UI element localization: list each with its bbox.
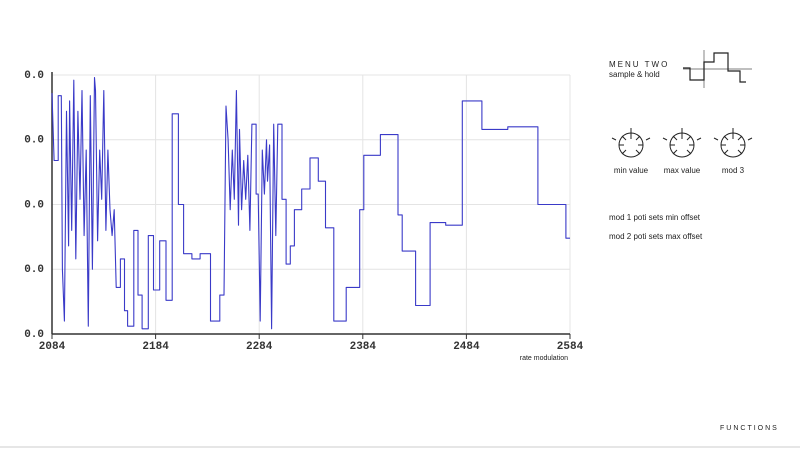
note: mod 1 poti sets min offset — [609, 213, 701, 222]
x-tick-label: 2184 — [142, 341, 169, 353]
y-tick-label: 0.0 — [24, 199, 44, 211]
menu-title: MENU TWO — [609, 60, 669, 69]
x-tick-label: 2584 — [557, 341, 584, 353]
note: mod 2 poti sets max offset — [609, 232, 703, 241]
footer: FUNCTIONS — [720, 425, 779, 432]
knob-label: mod 3 — [722, 166, 745, 175]
knob — [611, 128, 651, 158]
series-line — [51, 77, 570, 330]
knob — [662, 128, 702, 158]
knob — [713, 128, 753, 158]
knob-label: min value — [614, 166, 649, 175]
knob-label: max value — [664, 166, 701, 175]
y-tick-label: 0.0 — [24, 135, 44, 147]
x-tick-label: 2384 — [350, 341, 377, 353]
x-tick-label: 2284 — [246, 341, 273, 353]
x-tick-label: 2484 — [453, 341, 480, 353]
waveform-icon — [683, 50, 752, 88]
y-tick-label: 0.0 — [24, 70, 44, 82]
x-axis-label: rate modulation — [520, 355, 568, 362]
menu-mode: sample & hold — [609, 70, 660, 79]
x-tick-label: 2084 — [39, 341, 66, 353]
y-tick-label: 0.0 — [24, 264, 44, 276]
y-tick-label: 0.0 — [24, 329, 44, 341]
